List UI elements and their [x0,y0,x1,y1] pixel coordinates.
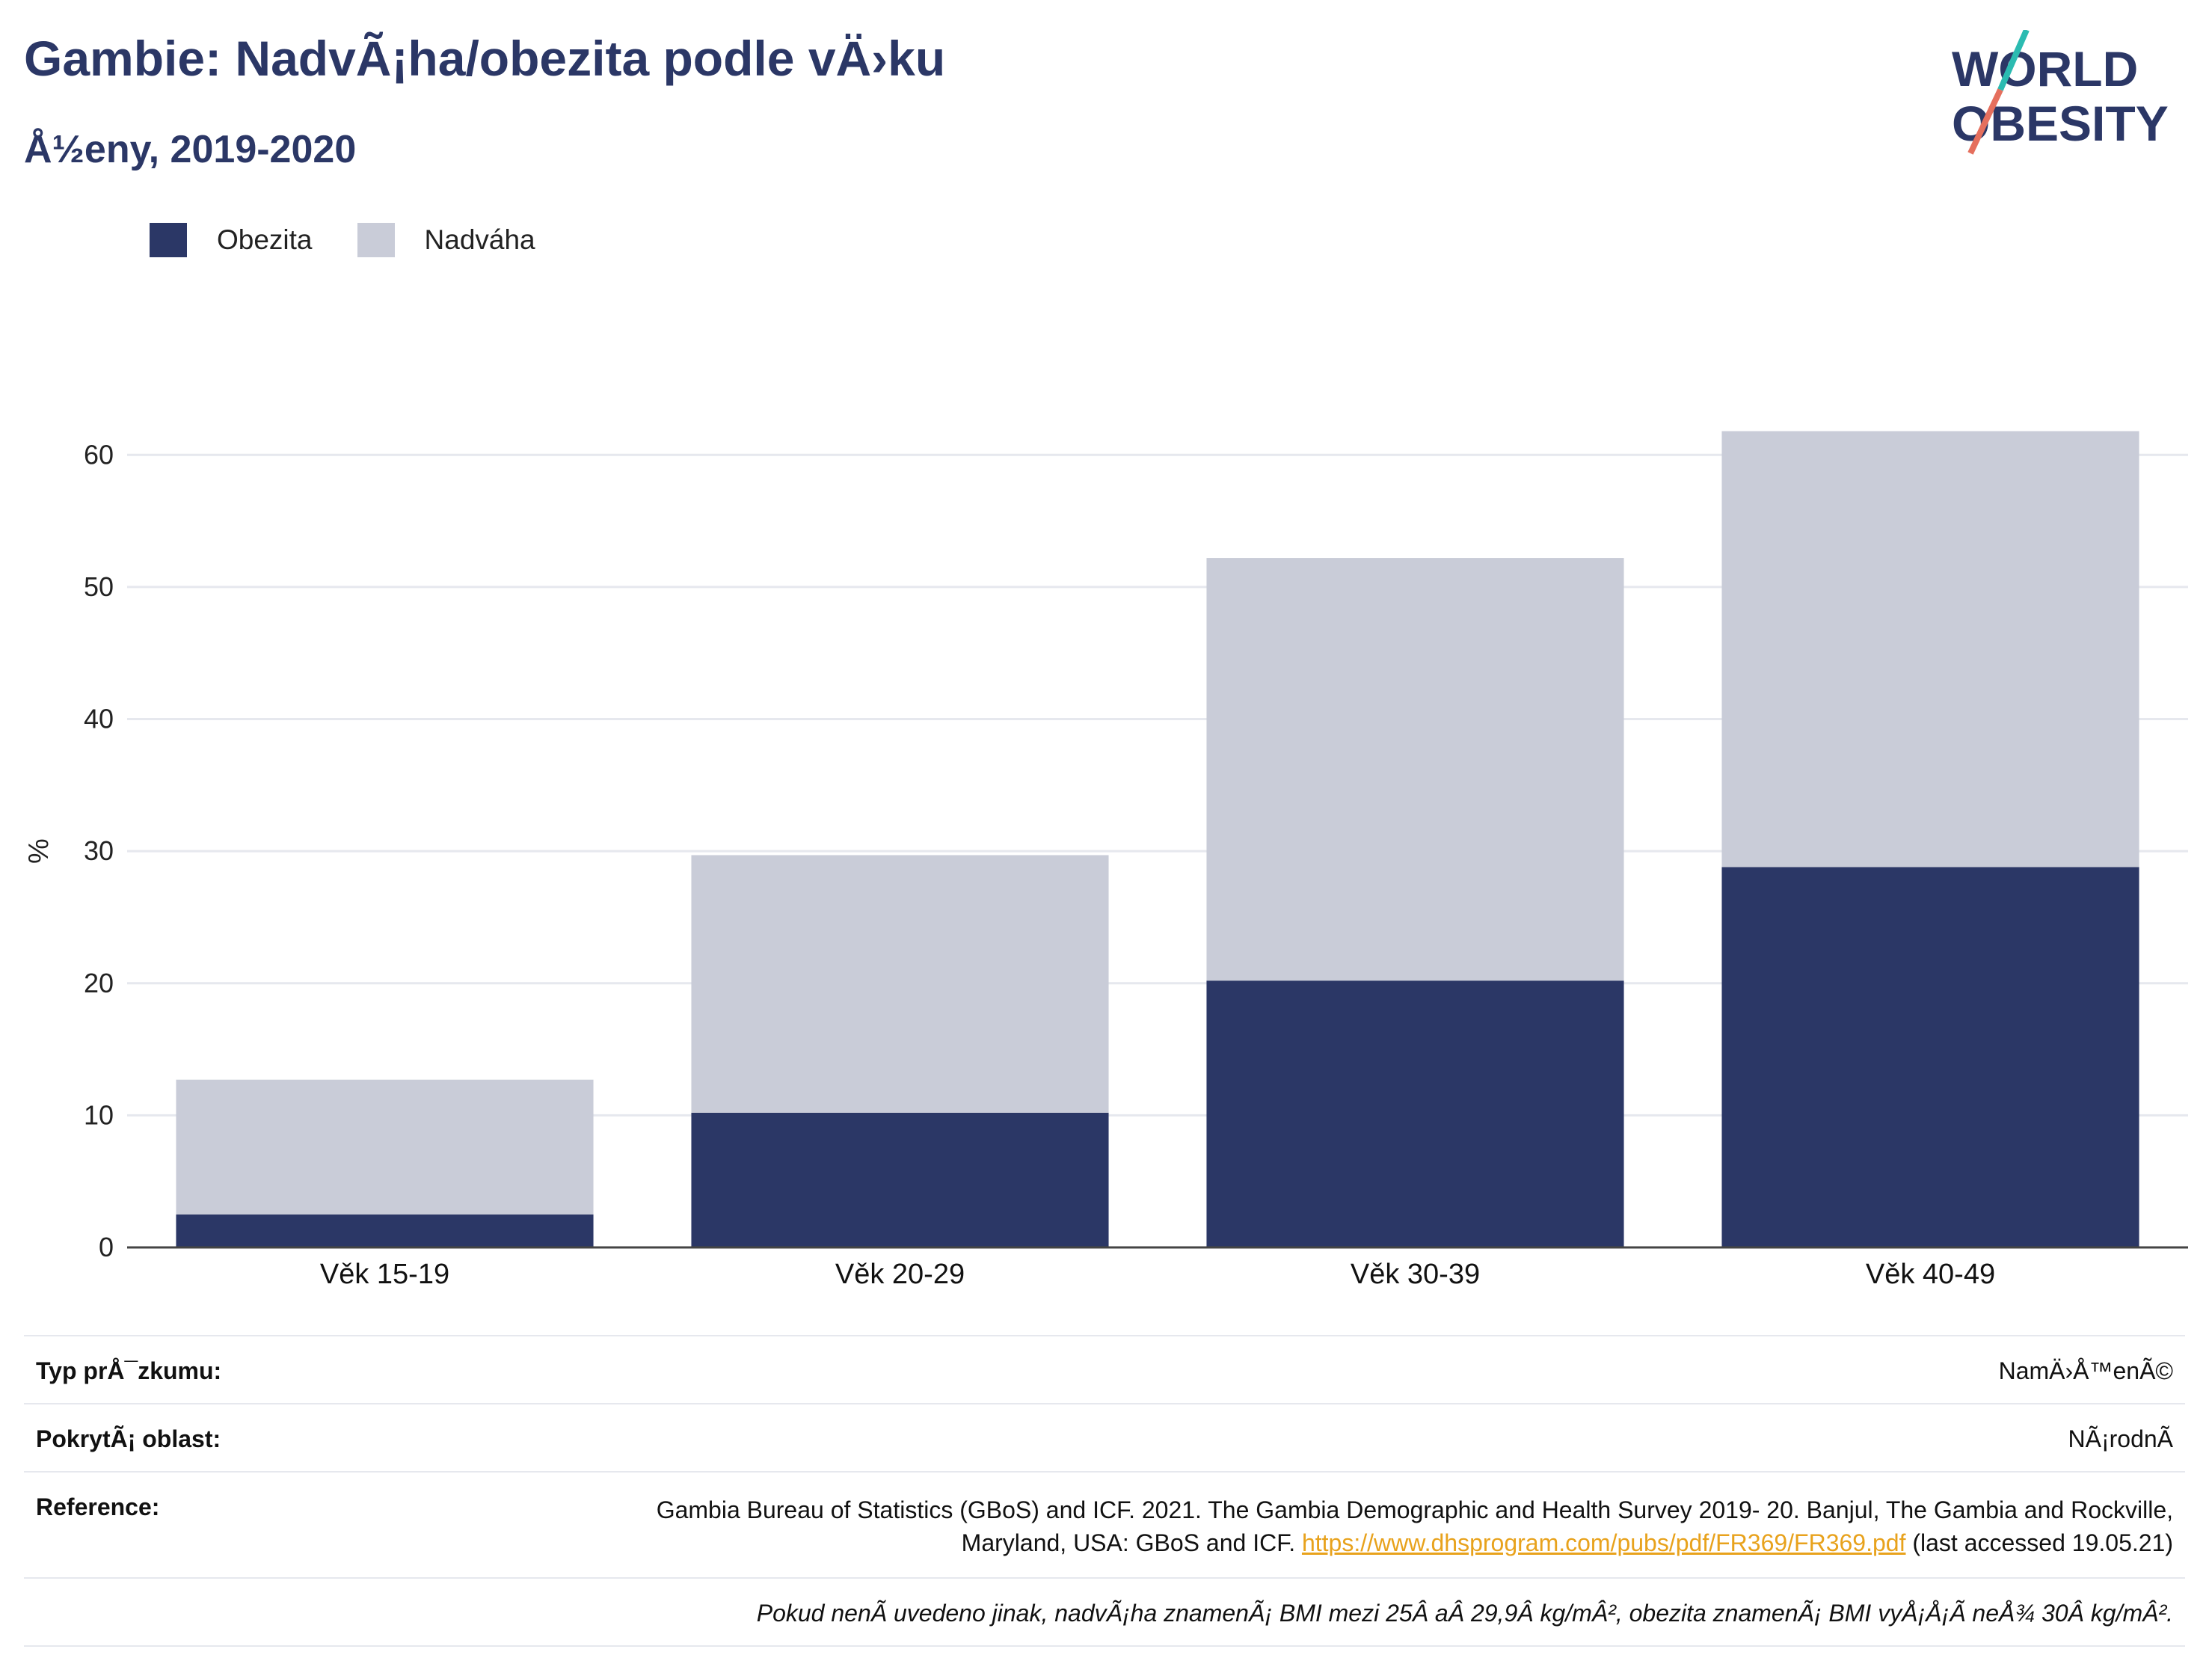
x-tick-label: Věk 20-29 [835,1259,965,1290]
y-tick-label: 10 [84,1099,114,1130]
legend-swatch-nadvaha [357,223,395,257]
y-tick-label: 60 [84,439,114,470]
y-tick-label: 0 [99,1232,114,1262]
x-tick-label: Věk 30-39 [1351,1259,1480,1290]
info-row-coverage: PokrytÃ¡ oblast: NÃ¡rodnÃ [24,1404,2185,1473]
coverage-value: NÃ¡rodnÃ [2068,1425,2174,1452]
x-tick-label: Věk 40-49 [1866,1259,1995,1290]
info-row-survey-type: Typ prÅ¯zkumu: NamÄ›Å™enÃ© [24,1336,2185,1404]
logo-line2: OBESITY [1952,96,2169,151]
reference-link[interactable]: https://www.dhsprogram.com/pubs/pdf/FR36… [1301,1529,1906,1556]
legend-label-obezita: Obezita [217,224,313,255]
x-tick-label: Věk 15-19 [320,1259,449,1290]
y-tick-label: 20 [84,968,114,998]
info-row-note: Pokud nenÃ uvedeno jinak, nadvÃ¡ha zname… [24,1579,2185,1647]
reference-suffix: (last accessed 19.05.21) [1905,1529,2173,1556]
reference-text: Gambia Bureau of Statistics (GBoS) and I… [656,1496,2173,1556]
survey-type-label: Typ prÅ¯zkumu: [36,1357,222,1384]
y-axis-label: % [23,838,55,864]
legend-item-nadvaha: Nadváha [357,223,535,257]
bar-nadvaha [1721,431,2139,868]
legend-label-nadvaha: Nadváha [424,224,535,255]
logo-line1: WORLD [1952,41,2138,96]
bar-nadvaha [691,855,1109,1113]
page-subtitle: Å½eny, 2019-2020 [24,128,357,171]
reference-label: Reference: [36,1493,160,1520]
world-obesity-logo: WORLD OBESITY [1952,30,2169,155]
bar-nadvaha [176,1079,594,1215]
reference-value: Gambia Bureau of Statistics (GBoS) and I… [640,1493,2173,1559]
survey-type-value: NamÄ›Å™enÃ© [1998,1357,2173,1384]
info-row-reference: Reference: Gambia Bureau of Statistics (… [24,1473,2185,1579]
legend-swatch-obezita [150,223,187,257]
bar-obezita [176,1214,594,1247]
stacked-bar-chart: 0 10 20 30 40 50 60% Věk 15-19 Věk 20-29 Věk 30-3… [23,431,2188,1290]
page-title: Gambie: NadvÃ¡ha/obezita podle vÄ›ku [24,31,946,86]
bar-obezita [1206,980,1624,1247]
y-tick-label: 30 [84,835,114,866]
legend-item-obezita: Obezita [150,223,313,257]
bar-obezita [1721,867,2139,1247]
y-tick-label: 50 [84,571,114,602]
logo-slash-teal [1997,30,2030,91]
y-tick-label: 40 [84,704,114,734]
coverage-label: PokrytÃ¡ oblast: [36,1425,221,1452]
definition-note: Pokud nenÃ uvedeno jinak, nadvÃ¡ha zname… [756,1600,2173,1627]
info-table: Typ prÅ¯zkumu: NamÄ›Å™enÃ© PokrytÃ¡ obla… [24,1335,2185,1647]
bar-nadvaha [1206,558,1624,981]
bar-obezita [691,1112,1109,1247]
logo-slash-coral [1967,88,2003,155]
chart-legend: Obezita Nadváha [150,223,580,257]
